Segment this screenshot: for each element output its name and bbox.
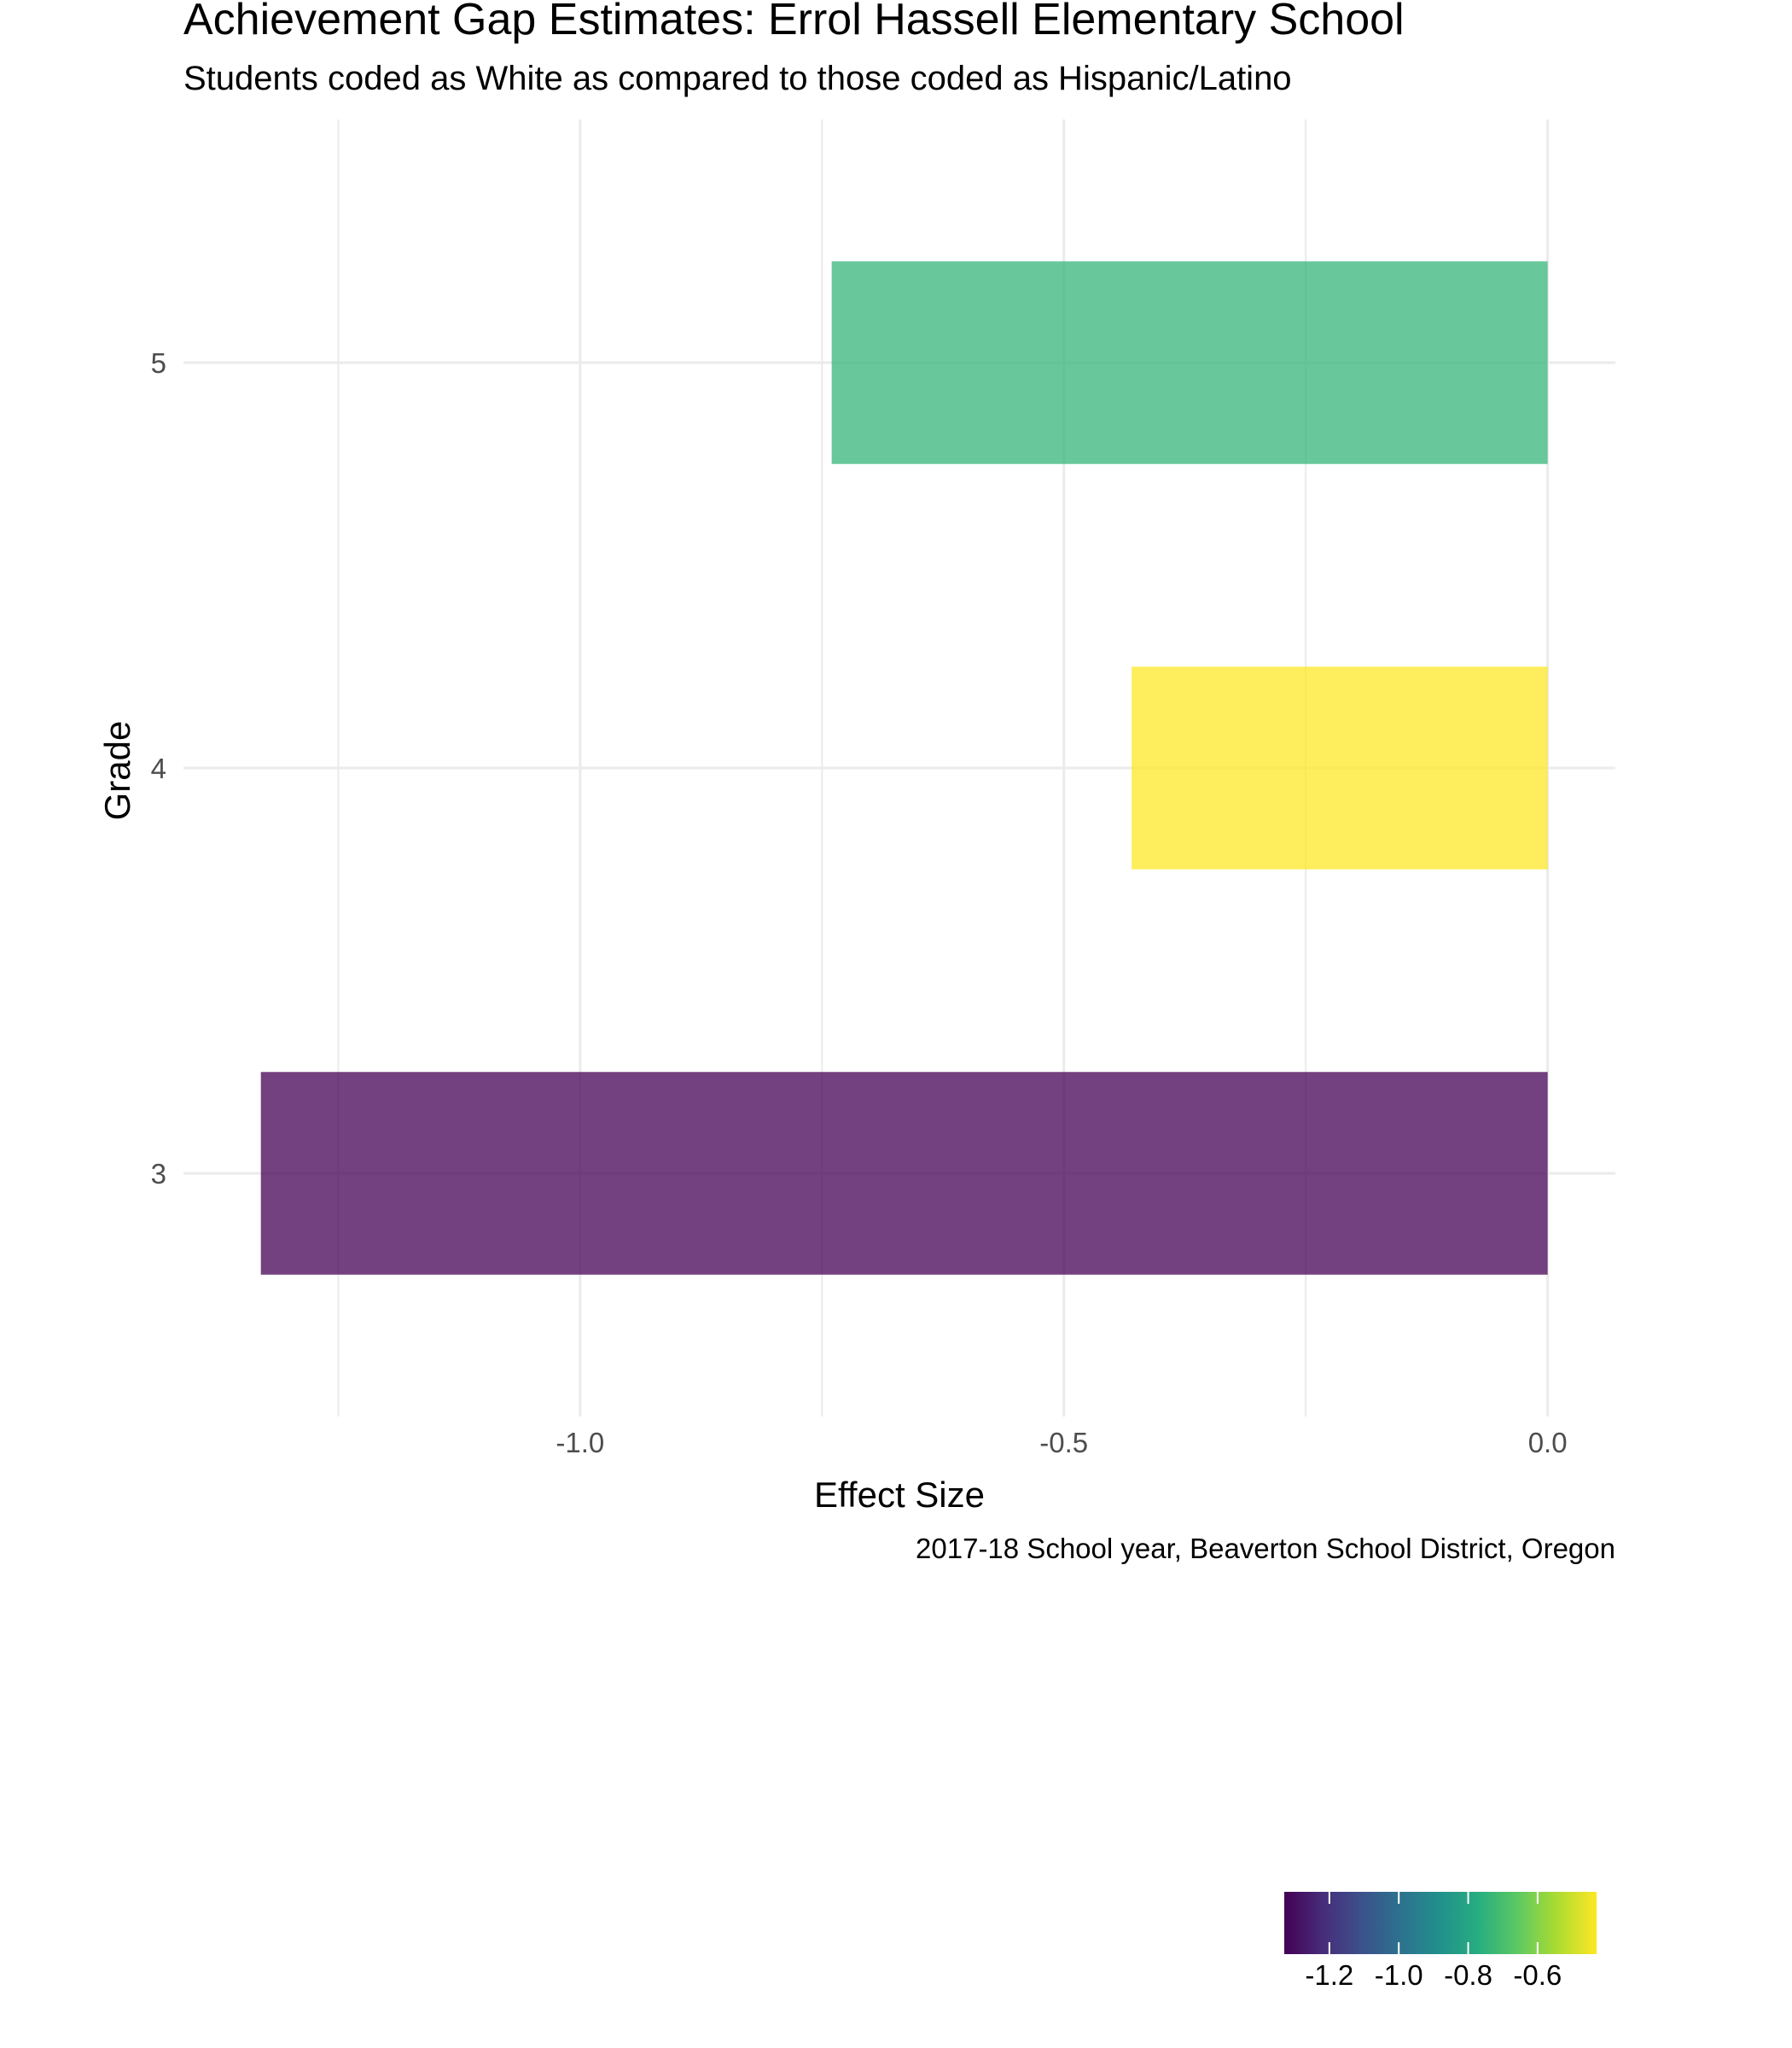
chart-subtitle: Students coded as White as compared to t… (183, 60, 1292, 97)
bar-grade-5 (831, 261, 1548, 464)
bars (260, 261, 1548, 1275)
y-tick-label: 5 (151, 347, 166, 379)
y-tick-label: 3 (151, 1158, 166, 1190)
chart-caption: 2017-18 School year, Beaverton School Di… (916, 1533, 1615, 1564)
color-legend: -1.2 -1.0 -0.8 -0.6 (1284, 1892, 1597, 1991)
legend-colorbar (1284, 1892, 1597, 1954)
legend-tick-label: -1.0 (1375, 1959, 1423, 1991)
x-tick-label: -1.0 (556, 1427, 604, 1458)
y-tick-labels: 3 4 5 (151, 347, 166, 1190)
legend-tick-label: -1.2 (1305, 1959, 1353, 1991)
x-tick-label: 0.0 (1528, 1427, 1568, 1458)
bar-grade-4 (1132, 666, 1548, 870)
legend-tick-label: -0.6 (1513, 1959, 1562, 1991)
y-axis-title: Grade (97, 721, 137, 821)
x-tick-label: -0.5 (1039, 1427, 1088, 1458)
y-tick-label: 4 (151, 753, 166, 784)
legend-tick-label: -0.8 (1444, 1959, 1492, 1991)
legend-ticks: -1.2 -1.0 -0.8 -0.6 (1305, 1892, 1562, 1991)
x-tick-labels: -1.0 -0.5 0.0 (556, 1427, 1567, 1458)
bar-grade-3 (260, 1072, 1548, 1275)
chart-title: Achievement Gap Estimates: Errol Hassell… (183, 0, 1405, 44)
x-axis-title: Effect Size (814, 1475, 985, 1515)
